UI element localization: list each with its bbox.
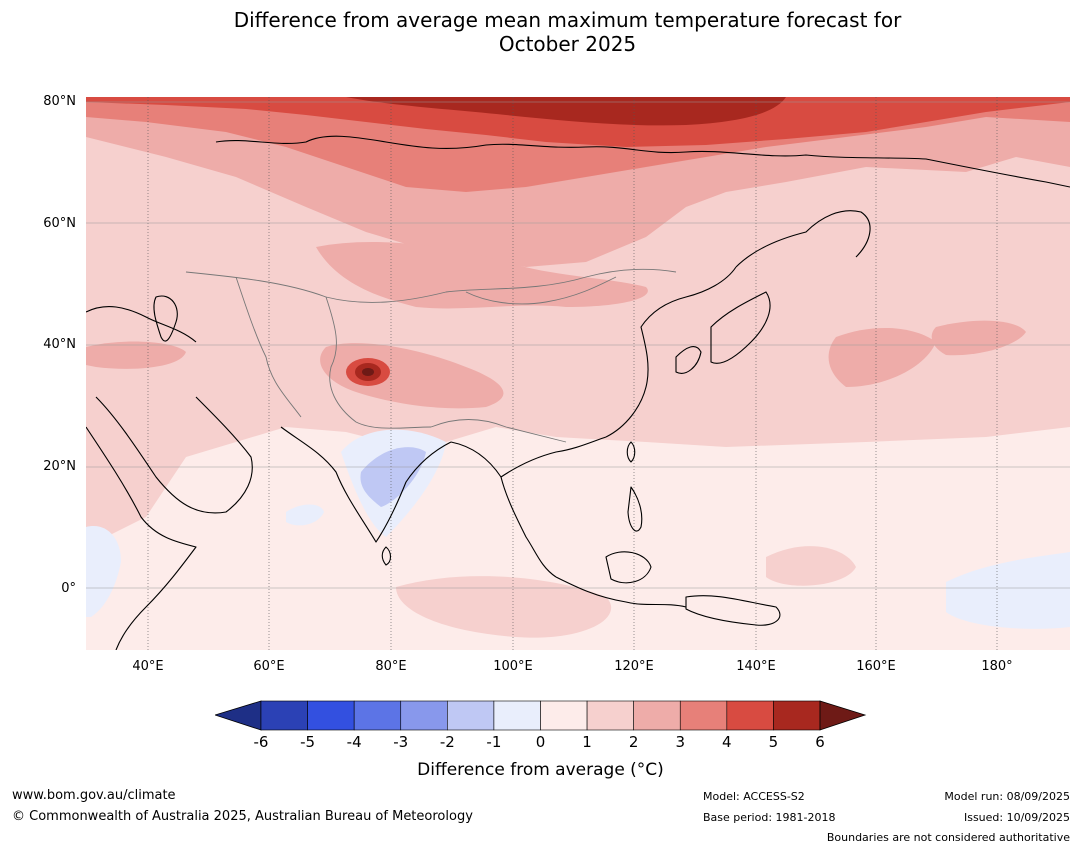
country-boundaries	[185, 268, 677, 443]
copyright-text: © Commonwealth of Australia 2025, Austra…	[12, 809, 473, 824]
anomaly-hotspot-core	[362, 368, 374, 376]
lon-label-140e: 140°E	[736, 659, 776, 674]
anomaly-band-1-2-indian	[396, 576, 612, 638]
model-run-text: Model run: 08/09/2025	[944, 790, 1070, 803]
colorbar-cell	[726, 700, 774, 731]
colorbar-cell	[447, 700, 495, 731]
colorbar-title: Difference from average (°C)	[417, 760, 664, 780]
colorbar-tick-label: -3	[393, 733, 409, 751]
colorbar-tick-label: 1	[582, 733, 592, 751]
colorbar-tick-label: 0	[535, 733, 546, 751]
website-link[interactable]: www.bom.gov.au/climate	[12, 788, 176, 803]
anomaly-band-5-6	[346, 97, 786, 126]
colorbar-cell	[260, 700, 308, 731]
colorbar	[215, 700, 867, 731]
anomaly-cool-india-core	[360, 447, 426, 507]
lon-label-60e: 60°E	[253, 659, 285, 674]
disclaimer-text: Boundaries are not considered authoritat…	[826, 831, 1070, 844]
colorbar-tick-label: -4	[346, 733, 362, 751]
colorbar-arrow-high	[819, 700, 867, 731]
map-title: Difference from average mean maximum tem…	[0, 8, 1081, 56]
temperature-anomaly-map	[86, 97, 1070, 650]
lon-label-40e: 40°E	[132, 659, 164, 674]
colorbar-cell	[586, 700, 634, 731]
anomaly-band-2-3-pacific-east	[931, 320, 1026, 356]
anomaly-cool-arabian-sea	[286, 504, 324, 526]
colorbar-tick-label: 3	[675, 733, 686, 751]
colorbar-cell	[679, 700, 728, 731]
lon-label-160e: 160°E	[856, 659, 896, 674]
lon-label-80e: 80°E	[375, 659, 407, 674]
lon-label-180: 180°	[981, 659, 1013, 674]
anomaly-band-2-3-west	[86, 341, 186, 369]
colorbar-cell	[353, 700, 402, 731]
graticule	[147, 97, 998, 650]
title-line-2: October 2025	[498, 32, 637, 56]
colorbar-cell	[633, 700, 681, 731]
issued-text: Issued: 10/09/2025	[963, 811, 1070, 824]
base-period-text: Base period: 1981-2018	[703, 811, 836, 824]
colorbar-tick-label: 5	[768, 733, 779, 751]
colorbar-tick-label: 6	[815, 733, 825, 751]
lon-label-100e: 100°E	[493, 659, 533, 674]
colorbar-tick-label: -6	[253, 733, 269, 751]
lat-label-80n: 80°N	[43, 94, 76, 109]
anomaly-cool-pacific	[946, 552, 1070, 629]
colorbar-tick-label: -2	[439, 733, 455, 751]
colorbar-cell	[493, 700, 541, 731]
lon-label-120e: 120°E	[614, 659, 654, 674]
colorbar-cell	[773, 700, 821, 731]
colorbar-tick-label: -1	[486, 733, 502, 751]
lat-label-20n: 20°N	[43, 459, 76, 474]
lat-label-40n: 40°N	[43, 337, 76, 352]
colorbar-arrow-low	[215, 700, 262, 731]
map-svg	[86, 97, 1070, 650]
model-text: Model: ACCESS-S2	[703, 790, 805, 803]
anomaly-band-1-2-pacific	[766, 546, 856, 586]
anomaly-band-2-3-pacific	[828, 327, 936, 387]
anomaly-cool-africa	[86, 526, 121, 617]
colorbar-tick-label: 4	[722, 733, 732, 751]
coastlines	[86, 135, 1070, 650]
colorbar-tick-label: 2	[628, 733, 639, 751]
colorbar-tick-label: -5	[300, 733, 316, 751]
colorbar-cells	[260, 700, 821, 731]
lat-label-0: 0°	[61, 581, 76, 596]
anomaly-band-2-3-central	[316, 242, 648, 309]
anomaly-band-4-5	[86, 97, 1070, 147]
colorbar-cell	[307, 700, 355, 731]
lat-label-60n: 60°N	[43, 216, 76, 231]
colorbar-cell	[540, 700, 588, 731]
colorbar-cell	[400, 700, 448, 731]
title-line-1: Difference from average mean maximum tem…	[233, 8, 902, 32]
